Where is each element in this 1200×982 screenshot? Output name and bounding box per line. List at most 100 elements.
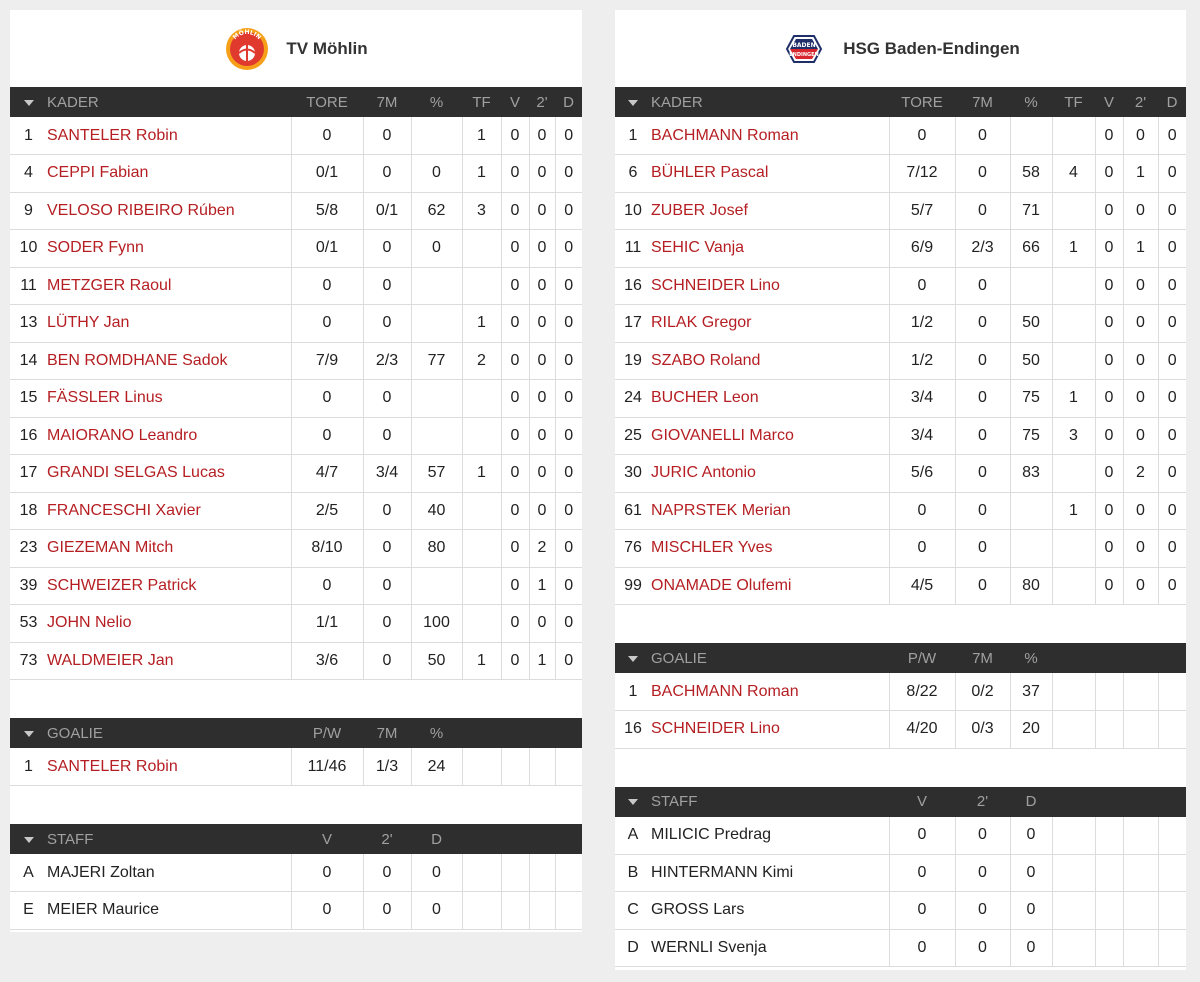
stat-cell: 0 (290, 379, 363, 418)
stat-cell (410, 417, 462, 455)
collapse-toggle[interactable] (615, 87, 651, 117)
section-title: GOALIE (47, 718, 291, 748)
stat-cell (461, 567, 501, 605)
stat-cell: 24 (410, 748, 462, 786)
column-header (529, 824, 555, 854)
stat-cell (1051, 342, 1095, 380)
stat-cell: 0 (954, 891, 1010, 930)
player-name-link[interactable]: CEPPI Fabian (47, 154, 291, 193)
collapse-toggle[interactable] (10, 87, 47, 117)
column-header (501, 824, 529, 854)
stat-cell (461, 417, 501, 455)
stat-cell (1094, 816, 1123, 855)
player-name-link[interactable]: METZGER Raoul (47, 267, 291, 305)
kader-table: KADER TORE 7M% TF V 2' D 1 SANTELER Robin 0 0 1 0 0 0 4… (10, 87, 582, 680)
player-name-link[interactable]: MAIORANO Leandro (47, 417, 291, 455)
stat-cell: 0 (1122, 117, 1158, 155)
stat-cell: 0 (1094, 154, 1123, 193)
player-name-link[interactable]: RILAK Gregor (651, 304, 889, 343)
stat-cell (1094, 710, 1123, 749)
player-name-link[interactable]: WALDMEIER Jan (47, 642, 291, 680)
table-row: 16 SCHNEIDER Lino 0 0 0 0 0 (615, 267, 1186, 305)
stat-cell: 0 (888, 854, 955, 892)
column-header: V (291, 824, 363, 854)
collapse-toggle[interactable] (615, 643, 651, 673)
stat-cell: 1 (1051, 229, 1095, 268)
player-name-link[interactable]: SANTELER Robin (47, 748, 291, 786)
stat-cell: 5/6 (888, 454, 955, 493)
stat-cell: 0 (1157, 342, 1186, 380)
player-name-link[interactable]: SEHIC Vanja (651, 229, 889, 268)
player-name-link[interactable]: SANTELER Robin (47, 117, 291, 155)
jersey-number: 10 (10, 229, 47, 268)
stat-cell: 7/9 (290, 342, 363, 380)
stat-cell (1051, 710, 1095, 749)
player-name-link[interactable]: BACHMANN Roman (651, 117, 889, 155)
stat-cell: 4/7 (290, 454, 363, 493)
player-name-link[interactable]: JOHN Nelio (47, 604, 291, 643)
stat-cell: 1 (461, 304, 501, 343)
player-name-link[interactable]: BACHMANN Roman (651, 673, 889, 711)
stat-cell: 0 (410, 891, 462, 930)
table-header-row: STAFF V 2' D (10, 824, 582, 854)
jersey-number: 10 (615, 192, 651, 230)
collapse-toggle[interactable] (615, 786, 651, 817)
player-name-link[interactable]: JURIC Antonio (651, 454, 889, 493)
player-name-link[interactable]: NAPRSTEK Merian (651, 492, 889, 530)
stat-cell: 0 (554, 192, 582, 230)
collapse-toggle[interactable] (10, 718, 47, 748)
player-name-link[interactable]: SCHNEIDER Lino (651, 267, 889, 305)
stat-cell: 0 (954, 117, 1010, 155)
player-name-link[interactable]: ZUBER Josef (651, 192, 889, 230)
player-name-link[interactable]: LÜTHY Jan (47, 304, 291, 343)
column-header (501, 718, 529, 748)
stat-cell: 37 (1009, 673, 1052, 711)
stat-cell: 0 (528, 604, 555, 643)
jersey-number: 17 (615, 304, 651, 343)
column-header (555, 824, 582, 854)
column-header: D (411, 824, 462, 854)
stat-cell (554, 748, 582, 786)
player-name-link[interactable]: FRANCESCHI Xavier (47, 492, 291, 530)
collapse-toggle[interactable] (10, 824, 47, 854)
stat-cell: 3/4 (888, 417, 955, 455)
column-header: D (1010, 786, 1052, 817)
player-name-link[interactable]: SCHNEIDER Lino (651, 710, 889, 749)
section-title: KADER (651, 87, 889, 117)
player-name-link[interactable]: MISCHLER Yves (651, 529, 889, 568)
column-header: 2' (529, 87, 555, 117)
player-name-link[interactable]: BÜHLER Pascal (651, 154, 889, 193)
table-header-row: GOALIE P/W 7M% (615, 643, 1186, 673)
svg-text:ENDINGEN: ENDINGEN (789, 52, 819, 58)
stat-cell: 0 (554, 454, 582, 493)
stat-cell: 0 (1157, 417, 1186, 455)
stat-cell: 2/5 (290, 492, 363, 530)
player-name-link[interactable]: GIOVANELLI Marco (651, 417, 889, 455)
column-header (529, 718, 555, 748)
stat-cell: 0 (554, 304, 582, 343)
column-header: 7M (955, 643, 1010, 673)
player-name-link[interactable]: VELOSO RIBEIRO Rúben (47, 192, 291, 230)
player-name-link[interactable]: SODER Fynn (47, 229, 291, 268)
player-name-link[interactable]: SCHWEIZER Patrick (47, 567, 291, 605)
player-name-link[interactable]: BEN ROMDHANE Sadok (47, 342, 291, 380)
jersey-number: 25 (615, 417, 651, 455)
stat-cell (461, 492, 501, 530)
stat-cell: 3/4 (888, 379, 955, 418)
stat-cell (461, 267, 501, 305)
player-name-link[interactable]: ONAMADE Olufemi (651, 567, 889, 605)
player-name-link[interactable]: FÄSSLER Linus (47, 379, 291, 418)
stat-cell: 57 (410, 454, 462, 493)
column-header (1158, 643, 1186, 673)
player-name-link[interactable]: SZABO Roland (651, 342, 889, 380)
stat-cell: 0 (1157, 154, 1186, 193)
stat-cell (410, 567, 462, 605)
stat-cell (500, 891, 529, 930)
stat-cell: 0 (528, 454, 555, 493)
stat-cell: 77 (410, 342, 462, 380)
column-header (1158, 786, 1186, 817)
player-name-link[interactable]: GIEZEMAN Mitch (47, 529, 291, 568)
column-header: % (411, 87, 462, 117)
player-name-link[interactable]: GRANDI SELGAS Lucas (47, 454, 291, 493)
player-name-link[interactable]: BUCHER Leon (651, 379, 889, 418)
